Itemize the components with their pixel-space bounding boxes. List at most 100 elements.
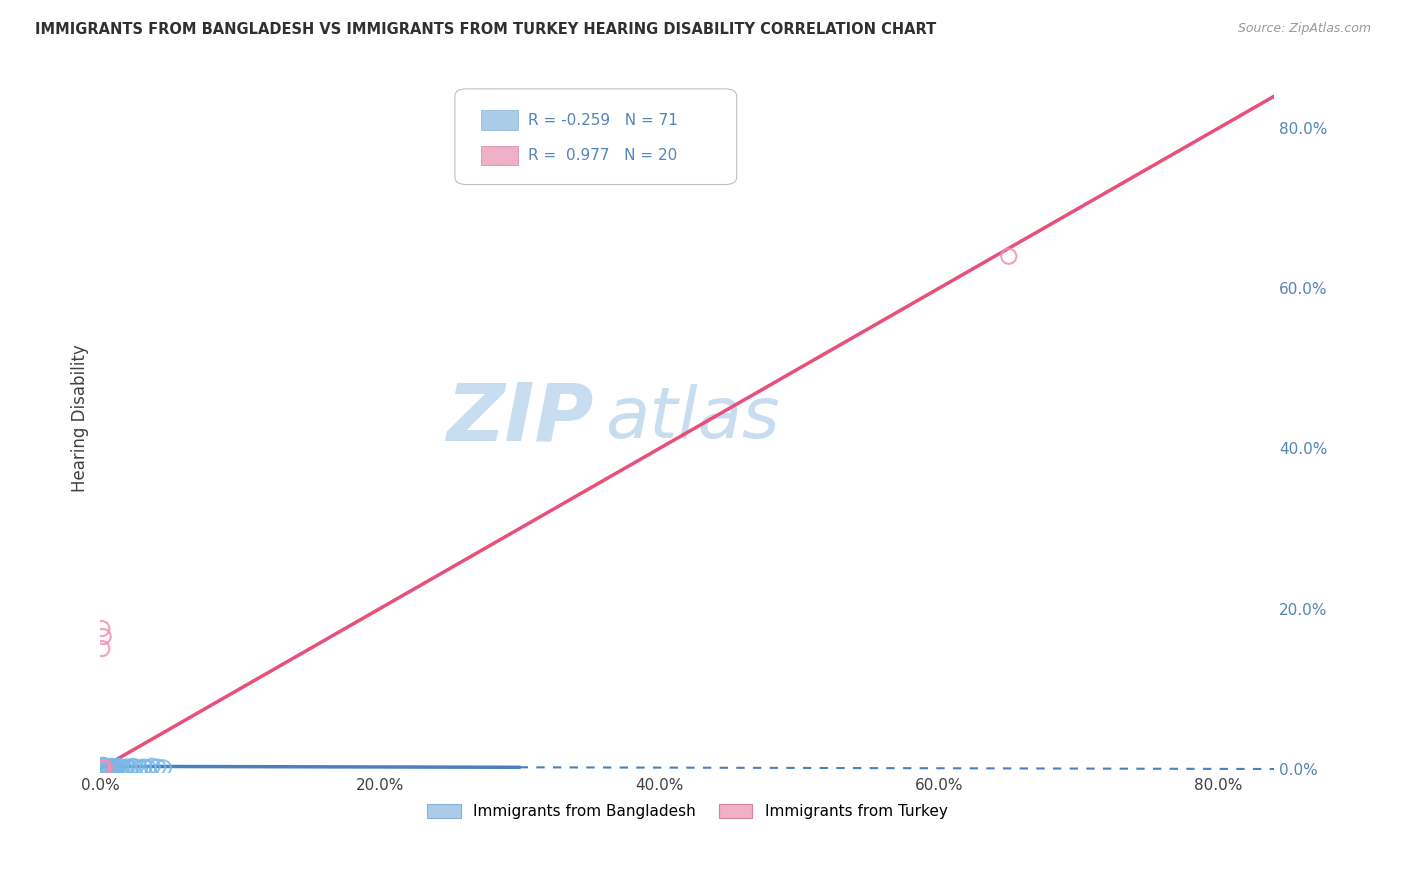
Point xyxy=(105,761,128,775)
Text: R =  0.977   N = 20: R = 0.977 N = 20 xyxy=(527,148,676,163)
Text: atlas: atlas xyxy=(605,384,780,453)
Point xyxy=(90,761,112,775)
Point xyxy=(91,760,114,774)
Point xyxy=(103,761,125,775)
Point xyxy=(93,761,115,775)
Point xyxy=(101,760,124,774)
Point xyxy=(93,761,115,775)
Y-axis label: Hearing Disability: Hearing Disability xyxy=(72,344,89,492)
Point xyxy=(94,761,117,775)
Point xyxy=(90,641,112,656)
Point xyxy=(90,758,112,772)
Point xyxy=(97,760,120,774)
Point xyxy=(90,759,112,773)
Point xyxy=(91,761,114,775)
Text: R = -0.259   N = 71: R = -0.259 N = 71 xyxy=(527,112,678,128)
Point xyxy=(91,761,114,775)
Point xyxy=(91,759,114,773)
Point xyxy=(90,761,112,775)
Point xyxy=(110,760,132,774)
Point xyxy=(93,759,115,773)
Point xyxy=(104,760,127,774)
Point xyxy=(91,759,114,773)
Point xyxy=(90,760,112,774)
Point xyxy=(100,759,122,773)
Point xyxy=(90,760,112,774)
Point xyxy=(90,761,112,775)
Point xyxy=(90,761,112,775)
Point xyxy=(91,761,114,775)
Point xyxy=(152,761,174,775)
Point xyxy=(146,760,169,774)
Point xyxy=(91,759,114,773)
Point xyxy=(90,761,112,775)
Text: Source: ZipAtlas.com: Source: ZipAtlas.com xyxy=(1237,22,1371,36)
Point xyxy=(136,761,159,775)
Point xyxy=(128,761,150,775)
Point xyxy=(93,760,115,774)
Point xyxy=(90,622,112,636)
Point xyxy=(91,761,114,775)
Point xyxy=(91,761,114,775)
Point xyxy=(115,760,138,774)
Point xyxy=(141,759,163,773)
Point xyxy=(90,760,112,774)
Point xyxy=(91,761,114,775)
Point xyxy=(91,761,114,775)
FancyBboxPatch shape xyxy=(481,110,519,130)
Point xyxy=(112,761,135,775)
Point xyxy=(124,760,146,774)
Point xyxy=(91,760,114,774)
Point xyxy=(93,760,115,774)
FancyBboxPatch shape xyxy=(456,89,737,185)
Point xyxy=(93,759,115,773)
Point xyxy=(93,760,115,774)
Point xyxy=(90,760,112,774)
Point xyxy=(90,759,112,773)
Point xyxy=(93,760,115,774)
Point xyxy=(118,761,141,775)
Point xyxy=(93,761,115,775)
Point xyxy=(90,761,112,775)
Point xyxy=(90,760,112,774)
Point xyxy=(94,760,117,774)
Text: IMMIGRANTS FROM BANGLADESH VS IMMIGRANTS FROM TURKEY HEARING DISABILITY CORRELAT: IMMIGRANTS FROM BANGLADESH VS IMMIGRANTS… xyxy=(35,22,936,37)
Point xyxy=(91,759,114,773)
Text: ZIP: ZIP xyxy=(446,379,593,458)
Point xyxy=(91,760,114,774)
Point xyxy=(93,759,115,773)
Point xyxy=(90,760,112,774)
Point xyxy=(90,761,112,775)
Point xyxy=(107,759,129,773)
Point xyxy=(90,758,112,772)
Point xyxy=(91,758,114,772)
Point xyxy=(94,759,117,773)
Point xyxy=(90,761,112,775)
Point xyxy=(90,761,112,775)
Point xyxy=(132,760,155,774)
Point xyxy=(91,760,114,774)
Point xyxy=(91,761,114,775)
Point xyxy=(121,759,143,773)
Point xyxy=(93,760,115,774)
Point xyxy=(96,760,118,774)
Point xyxy=(93,761,115,775)
Point xyxy=(91,761,114,775)
Point xyxy=(91,759,114,773)
Point xyxy=(90,761,112,775)
Point xyxy=(91,630,114,644)
Point xyxy=(998,249,1021,263)
Point xyxy=(94,760,117,774)
Point xyxy=(91,761,114,775)
Point xyxy=(94,760,117,774)
Point xyxy=(90,761,112,775)
Point xyxy=(93,761,115,775)
Point xyxy=(93,760,115,774)
Point xyxy=(91,761,114,775)
FancyBboxPatch shape xyxy=(481,145,519,165)
Point xyxy=(91,761,114,775)
Legend: Immigrants from Bangladesh, Immigrants from Turkey: Immigrants from Bangladesh, Immigrants f… xyxy=(422,797,953,825)
Point xyxy=(90,759,112,773)
Point xyxy=(91,761,114,775)
Point xyxy=(94,760,117,774)
